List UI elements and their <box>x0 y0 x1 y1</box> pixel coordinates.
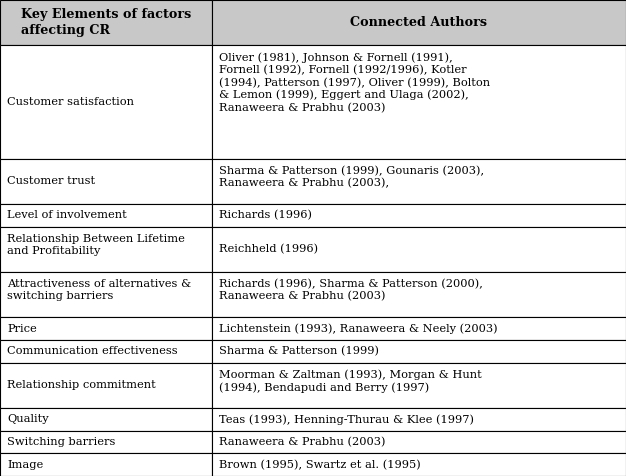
Text: Switching barriers: Switching barriers <box>7 437 115 447</box>
Bar <box>212 227 626 272</box>
Text: Key Elements of factors
affecting CR: Key Elements of factors affecting CR <box>21 9 191 37</box>
Bar <box>0 204 212 227</box>
Text: Customer trust: Customer trust <box>7 176 95 186</box>
Bar <box>212 159 626 204</box>
Bar <box>0 317 212 340</box>
Bar <box>212 45 626 159</box>
Bar <box>0 227 212 272</box>
Text: Moorman & Zaltman (1993), Morgan & Hunt
(1994), Bendapudi and Berry (1997): Moorman & Zaltman (1993), Morgan & Hunt … <box>218 370 481 393</box>
Text: Level of involvement: Level of involvement <box>7 210 126 220</box>
Bar <box>0 408 212 431</box>
Text: Lichtenstein (1993), Ranaweera & Neely (2003): Lichtenstein (1993), Ranaweera & Neely (… <box>218 323 497 334</box>
Text: Image: Image <box>7 460 43 470</box>
Bar <box>0 272 212 317</box>
Bar <box>212 453 626 476</box>
Text: Quality: Quality <box>7 414 49 424</box>
Text: Relationship Between Lifetime
and Profitability: Relationship Between Lifetime and Profit… <box>7 234 185 256</box>
Text: Teas (1993), Henning-Thurau & Klee (1997): Teas (1993), Henning-Thurau & Klee (1997… <box>218 414 474 425</box>
Bar <box>0 431 212 453</box>
Text: Customer satisfaction: Customer satisfaction <box>7 97 134 107</box>
Text: Reichheld (1996): Reichheld (1996) <box>218 244 318 255</box>
Text: Connected Authors: Connected Authors <box>351 16 487 29</box>
Text: Richards (1996): Richards (1996) <box>218 210 312 220</box>
Bar <box>0 45 212 159</box>
Text: Oliver (1981), Johnson & Fornell (1991),
Fornell (1992), Fornell (1992/1996), Ko: Oliver (1981), Johnson & Fornell (1991),… <box>218 52 490 113</box>
Bar <box>0 363 212 408</box>
Text: Relationship commitment: Relationship commitment <box>7 380 156 390</box>
Text: Sharma & Patterson (1999), Gounaris (2003),
Ranaweera & Prabhu (2003),: Sharma & Patterson (1999), Gounaris (200… <box>218 166 484 188</box>
Bar <box>212 340 626 363</box>
Bar <box>212 204 626 227</box>
Text: Ranaweera & Prabhu (2003): Ranaweera & Prabhu (2003) <box>218 437 385 447</box>
Bar <box>212 317 626 340</box>
Bar <box>0 0 212 45</box>
Text: Communication effectiveness: Communication effectiveness <box>7 347 178 357</box>
Text: Price: Price <box>7 324 37 334</box>
Text: Brown (1995), Swartz et al. (1995): Brown (1995), Swartz et al. (1995) <box>218 459 420 470</box>
Bar <box>0 453 212 476</box>
Text: Richards (1996), Sharma & Patterson (2000),
Ranaweera & Prabhu (2003): Richards (1996), Sharma & Patterson (200… <box>218 279 483 302</box>
Text: Attractiveness of alternatives &
switching barriers: Attractiveness of alternatives & switchi… <box>7 279 192 301</box>
Bar <box>212 363 626 408</box>
Bar <box>212 272 626 317</box>
Bar <box>0 159 212 204</box>
Bar <box>212 408 626 431</box>
Bar <box>212 0 626 45</box>
Bar <box>0 340 212 363</box>
Bar <box>212 431 626 453</box>
Text: Sharma & Patterson (1999): Sharma & Patterson (1999) <box>218 346 379 357</box>
